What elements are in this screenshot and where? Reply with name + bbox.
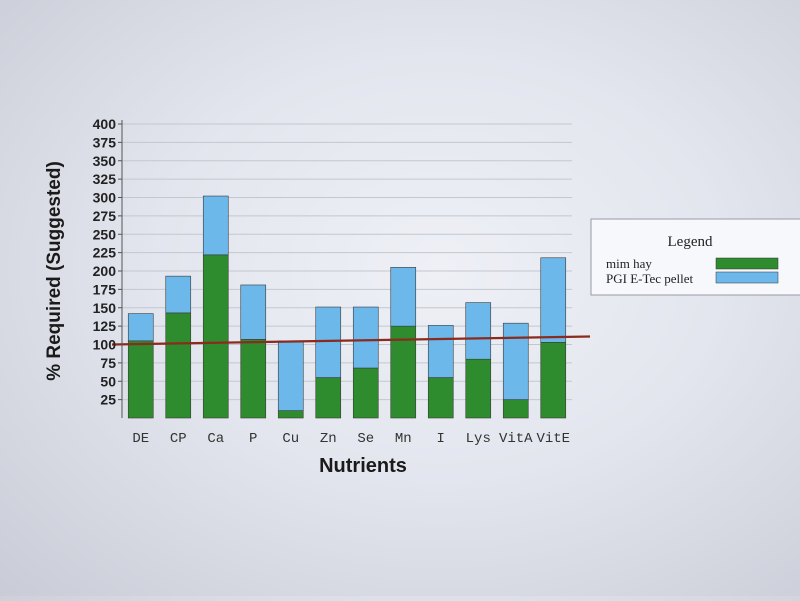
bar-CP-series-1 bbox=[165, 312, 192, 419]
x-tick-label-Zn: Zn bbox=[320, 431, 337, 447]
y-tick-label-125: 125 bbox=[93, 318, 117, 334]
bar-VitA-series-2 bbox=[502, 322, 529, 400]
y-tick-label-225: 225 bbox=[93, 245, 117, 261]
bar-VitE-series-2 bbox=[540, 257, 567, 343]
y-tick-label-325: 325 bbox=[93, 171, 117, 187]
legend-swatch-series-2 bbox=[715, 271, 779, 284]
bar-Ca-series-2 bbox=[202, 195, 229, 256]
legend: Legend mim hay PGI E-Tec pellet bbox=[590, 218, 800, 296]
x-tick-labels: DE CP Ca P Cu Zn Se Mn I Lys VitA VitE bbox=[132, 431, 570, 447]
bar-Se-series-1 bbox=[352, 367, 379, 419]
bar-Mn-series-1 bbox=[390, 325, 417, 419]
bar-I-series-1 bbox=[427, 377, 454, 419]
x-tick-label-CP: CP bbox=[170, 431, 187, 447]
bar-I-series-2 bbox=[427, 325, 454, 378]
y-tick-label-75: 75 bbox=[100, 355, 116, 371]
legend-title: Legend bbox=[668, 234, 713, 250]
x-tick-label-Mn: Mn bbox=[395, 431, 412, 447]
bar-CP-series-2 bbox=[165, 275, 192, 314]
bar-DE-series-2 bbox=[127, 313, 154, 342]
x-tick-label-VitE: VitE bbox=[536, 431, 570, 447]
x-tick-label-Ca: Ca bbox=[207, 431, 224, 447]
legend-label-series-2: PGI E-Tec pellet bbox=[606, 271, 694, 286]
bar-Zn-series-2 bbox=[315, 306, 342, 378]
y-tick-label-150: 150 bbox=[93, 300, 117, 316]
x-tick-label-Cu: Cu bbox=[282, 431, 299, 447]
bar-Cu-series-2 bbox=[277, 340, 304, 411]
reference-line bbox=[111, 335, 591, 346]
bar-Lys-series-2 bbox=[465, 302, 492, 360]
y-tick-label-275: 275 bbox=[93, 208, 117, 224]
x-tick-label-I: I bbox=[437, 431, 445, 447]
reference-line-group bbox=[111, 335, 591, 346]
y-tick-label-400: 400 bbox=[93, 116, 117, 132]
y-axis-title: % Required (Suggested) bbox=[44, 161, 65, 381]
y-tick-label-375: 375 bbox=[93, 134, 117, 150]
x-tick-label-Lys: Lys bbox=[466, 431, 491, 447]
y-tick-label-300: 300 bbox=[93, 190, 117, 206]
bar-Zn-series-1 bbox=[315, 377, 342, 419]
y-tick-label-200: 200 bbox=[93, 263, 117, 279]
x-tick-label-VitA: VitA bbox=[499, 431, 533, 447]
x-tick-label-P: P bbox=[249, 431, 257, 447]
legend-label-series-1: mim hay bbox=[606, 256, 652, 271]
x-axis-title: Nutrients bbox=[319, 455, 407, 477]
bar-P-series-2 bbox=[240, 284, 267, 340]
bars bbox=[127, 195, 567, 419]
x-tick-label-DE: DE bbox=[132, 431, 149, 447]
y-tick-labels: 25 50 75 100 125 150 175 200 225 250 275 300 325 350 3… bbox=[93, 116, 117, 408]
bar-VitE-series-1 bbox=[540, 341, 567, 419]
bar-Mn-series-2 bbox=[390, 267, 417, 327]
bar-P-series-1 bbox=[240, 339, 267, 419]
y-tick-label-250: 250 bbox=[93, 226, 117, 242]
y-tick-label-25: 25 bbox=[100, 392, 116, 408]
bar-Lys-series-1 bbox=[465, 358, 492, 419]
y-tick-label-175: 175 bbox=[93, 281, 117, 297]
bar-Cu-series-1 bbox=[277, 410, 304, 419]
gridlines bbox=[118, 123, 572, 401]
y-tick-label-350: 350 bbox=[93, 153, 117, 169]
y-tick-label-50: 50 bbox=[100, 373, 116, 389]
bar-DE-series-1 bbox=[127, 340, 154, 419]
bar-VitA-series-1 bbox=[502, 399, 529, 419]
x-tick-label-Se: Se bbox=[357, 431, 374, 447]
bar-Se-series-2 bbox=[352, 306, 379, 369]
legend-swatch-series-1 bbox=[715, 257, 779, 270]
bar-Ca-series-1 bbox=[202, 254, 229, 419]
y-tick-label-100: 100 bbox=[93, 337, 117, 353]
